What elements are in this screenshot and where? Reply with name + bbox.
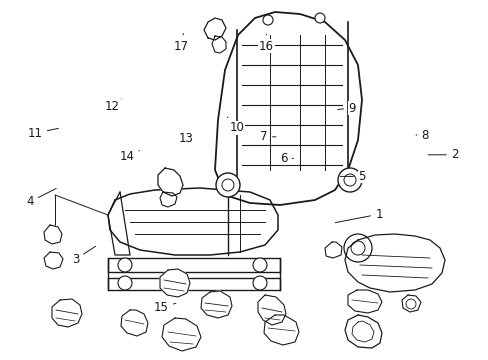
Polygon shape [160, 192, 177, 207]
Circle shape [263, 15, 272, 25]
Text: 6: 6 [279, 152, 293, 165]
Circle shape [252, 258, 266, 272]
Text: 12: 12 [105, 99, 121, 113]
Polygon shape [121, 310, 148, 336]
Polygon shape [215, 12, 361, 205]
Circle shape [405, 299, 415, 309]
Polygon shape [160, 269, 190, 297]
Polygon shape [345, 315, 381, 348]
Polygon shape [108, 192, 130, 255]
Text: 5: 5 [340, 170, 365, 183]
Circle shape [252, 276, 266, 290]
Text: 1: 1 [335, 208, 382, 223]
Polygon shape [108, 278, 280, 290]
Text: 16: 16 [259, 34, 273, 53]
Polygon shape [158, 168, 183, 196]
Polygon shape [203, 18, 225, 40]
Circle shape [337, 168, 361, 192]
Polygon shape [162, 318, 201, 351]
Circle shape [314, 13, 325, 23]
Circle shape [118, 258, 132, 272]
Polygon shape [347, 290, 381, 313]
Circle shape [343, 234, 371, 262]
Polygon shape [351, 321, 373, 342]
Polygon shape [44, 252, 63, 269]
Text: 11: 11 [28, 127, 58, 140]
Polygon shape [201, 291, 231, 318]
Text: 10: 10 [227, 117, 244, 134]
Text: 13: 13 [178, 132, 193, 145]
Text: 8: 8 [415, 129, 428, 141]
Text: 3: 3 [72, 246, 95, 266]
Polygon shape [44, 225, 62, 244]
Polygon shape [52, 299, 82, 327]
Polygon shape [108, 258, 280, 272]
Polygon shape [264, 315, 298, 345]
Polygon shape [325, 242, 341, 258]
Text: 7: 7 [260, 130, 275, 143]
Polygon shape [258, 295, 285, 325]
Circle shape [343, 174, 355, 186]
Polygon shape [212, 36, 225, 53]
Polygon shape [108, 188, 278, 255]
Circle shape [216, 173, 240, 197]
Text: 9: 9 [337, 102, 355, 114]
Circle shape [222, 179, 234, 191]
Text: 2: 2 [427, 148, 458, 161]
Circle shape [118, 276, 132, 290]
Text: 17: 17 [173, 33, 188, 53]
Circle shape [350, 241, 364, 255]
Polygon shape [345, 234, 444, 292]
Text: 4: 4 [26, 188, 56, 208]
Polygon shape [401, 295, 420, 312]
Text: 15: 15 [154, 301, 176, 314]
Text: 14: 14 [120, 150, 139, 163]
